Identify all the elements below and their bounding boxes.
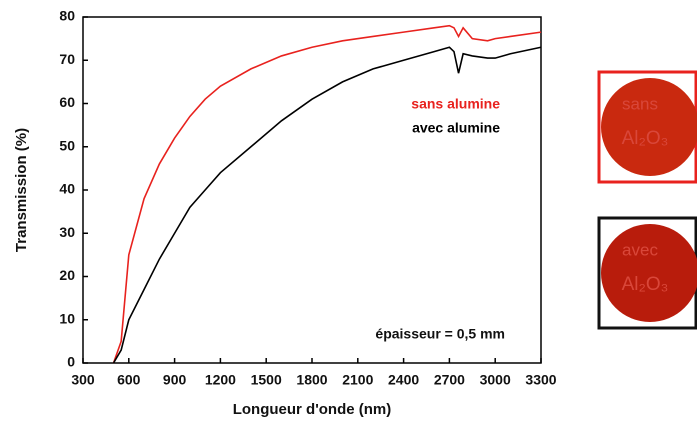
annotation: épaisseur = 0,5 mm: [375, 326, 505, 342]
x-tick-label: 1200: [205, 372, 236, 388]
y-axis-label: Transmission (%): [13, 128, 30, 252]
legend-label: sans alumine: [411, 96, 500, 112]
series-line: [112, 24, 542, 364]
sample-label: Al₂O₃: [622, 128, 669, 149]
x-tick-label: 2400: [388, 372, 419, 388]
y-tick-label: 40: [59, 181, 75, 197]
y-tick-label: 10: [59, 310, 75, 326]
x-tick-label: 2700: [434, 372, 465, 388]
legend-label: avec alumine: [412, 120, 500, 136]
y-tick-label: 80: [59, 8, 75, 24]
y-tick-label: 0: [67, 354, 75, 370]
sample-disk: [601, 224, 697, 322]
y-tick-label: 20: [59, 267, 75, 283]
x-tick-label: 3300: [525, 372, 556, 388]
sample-label: Al₂O₃: [622, 274, 669, 295]
x-tick-label: 2100: [342, 372, 373, 388]
x-tick-label: 300: [71, 372, 95, 388]
x-tick-label: 1500: [251, 372, 282, 388]
sample-label: avec: [622, 240, 658, 259]
sample-disk: [601, 78, 697, 176]
y-tick-label: 70: [59, 51, 75, 67]
y-tick-label: 50: [59, 137, 75, 153]
x-tick-label: 1800: [296, 372, 327, 388]
y-tick-label: 30: [59, 224, 75, 240]
x-tick-label: 900: [163, 372, 187, 388]
y-tick-label: 60: [59, 94, 75, 110]
x-tick-label: 600: [117, 372, 141, 388]
x-tick-label: 3000: [480, 372, 511, 388]
plot-frame: [82, 16, 542, 364]
series-line: [112, 46, 542, 364]
sample-label: sans: [622, 94, 658, 113]
x-axis-label: Longueur d'onde (nm): [233, 401, 392, 418]
